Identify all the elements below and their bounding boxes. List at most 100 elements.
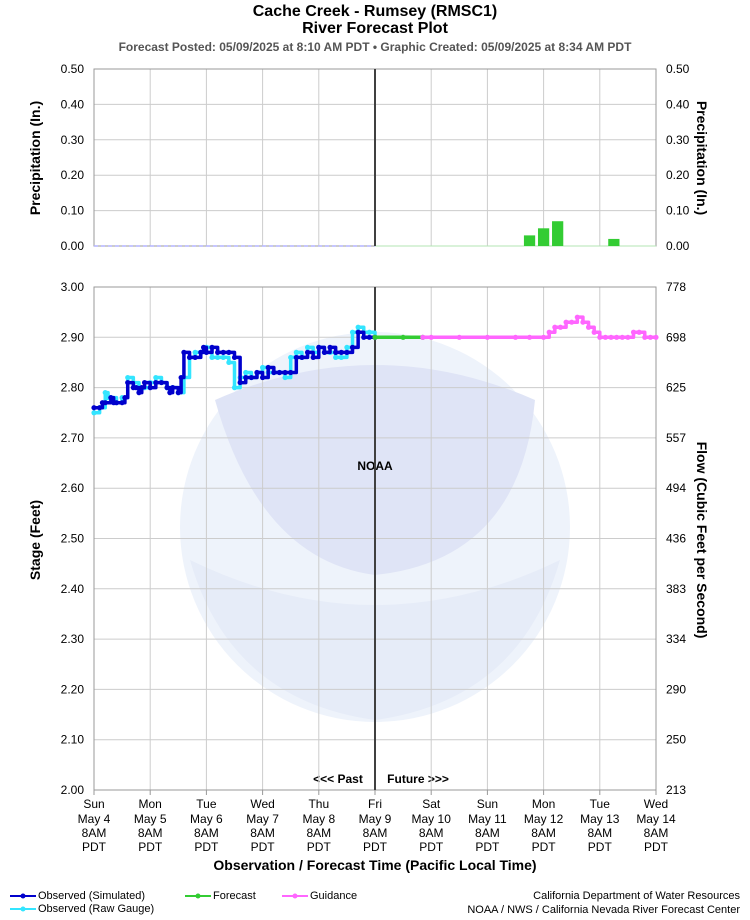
- xtick-day: Mon: [532, 797, 555, 811]
- flow-ytick-right: 334: [666, 632, 686, 646]
- xtick-time: 8AM: [82, 826, 107, 840]
- legend-raw-swatch: [10, 906, 36, 912]
- xtick-date: May 10: [412, 812, 452, 826]
- xtick-time: 8AM: [475, 826, 500, 840]
- series-point: [192, 349, 198, 355]
- series-point: [102, 400, 108, 406]
- series-point: [338, 354, 344, 361]
- x-axis-label: Observation / Forecast Time (Pacific Loc…: [213, 857, 536, 873]
- series-point: [220, 349, 226, 355]
- series-point: [420, 334, 426, 340]
- stage-ytick-left: 2.50: [61, 532, 85, 546]
- series-point: [203, 349, 209, 355]
- series-point: [209, 344, 215, 350]
- flow-ytick-right: 383: [666, 582, 686, 596]
- series-point: [231, 385, 238, 391]
- precip-bar: [523, 235, 536, 246]
- xtick-date: May 4: [78, 812, 111, 826]
- series-point: [260, 374, 266, 381]
- stage-ytick-left: 2.00: [61, 783, 85, 797]
- series-point: [125, 379, 131, 386]
- stage-ytick-left: 2.10: [61, 733, 85, 747]
- series-point: [647, 334, 653, 340]
- series-point: [260, 364, 266, 371]
- legend-simulated-label: Observed (Simulated): [38, 890, 145, 902]
- series-point: [304, 349, 311, 355]
- precip-ylabel-left: Precipitation (In.): [27, 101, 43, 215]
- legend-raw-gauge: Observed (Raw Gauge): [10, 903, 154, 915]
- series-point: [400, 334, 406, 340]
- xtick-tz: PDT: [532, 840, 557, 854]
- series-point: [265, 364, 271, 371]
- xtick-date: May 6: [190, 812, 223, 826]
- series-point: [512, 334, 519, 340]
- series-point: [310, 354, 316, 361]
- series-point: [372, 334, 378, 340]
- xtick-tz: PDT: [307, 840, 332, 854]
- series-point: [209, 354, 215, 361]
- series-point: [91, 410, 97, 416]
- flow-ytick-right: 698: [666, 330, 686, 344]
- series-point: [153, 374, 159, 381]
- series-point: [456, 334, 462, 340]
- chart-title: Cache Creek - Rumsey (RMSC1): [252, 3, 498, 20]
- series-point: [220, 354, 226, 361]
- series-point: [108, 395, 114, 401]
- stage-ytick-left: 2.80: [61, 381, 85, 395]
- precip-ylabel-right: Precipitation (In.): [694, 101, 710, 215]
- series-point: [175, 390, 181, 396]
- series-point: [552, 324, 558, 330]
- series-point: [541, 334, 547, 340]
- xtick-time: 8AM: [138, 826, 163, 840]
- flow-ytick-right: 494: [666, 481, 686, 495]
- legend-guidance-label: Guidance: [310, 890, 358, 902]
- flow-ytick-right: 250: [666, 733, 686, 747]
- legend-guidance-swatch: [282, 893, 308, 899]
- flow-ytick-right: 213: [666, 783, 686, 797]
- series-point: [288, 354, 294, 361]
- stage-ylabel-left: Stage (Feet): [27, 500, 43, 580]
- series-point: [293, 349, 299, 355]
- series-point: [361, 334, 367, 340]
- series-point: [608, 334, 614, 340]
- series-point: [614, 334, 620, 340]
- precip-ytick-right: 0.50: [666, 62, 690, 76]
- series-point: [139, 385, 145, 391]
- series-point: [557, 324, 564, 330]
- xtick-day: Sat: [422, 797, 441, 811]
- series-point: [271, 369, 277, 376]
- series-point: [97, 405, 103, 411]
- xtick-day: Tue: [590, 797, 611, 811]
- xtick-time: 8AM: [587, 826, 612, 840]
- series-point: [178, 374, 184, 381]
- series-point: [226, 349, 232, 355]
- series-point: [625, 334, 631, 340]
- stage-ytick-left: 3.00: [61, 280, 85, 294]
- series-point: [327, 344, 333, 350]
- series-point: [231, 354, 238, 361]
- precip-ytick-right: 0.30: [666, 133, 690, 147]
- precip-ytick-left: 0.50: [61, 62, 85, 76]
- series-point: [349, 344, 356, 350]
- flow-ytick-right: 778: [666, 280, 686, 294]
- series-point: [254, 369, 260, 376]
- xtick-date: May 12: [524, 812, 564, 826]
- legend-forecast-label: Forecast: [213, 890, 256, 902]
- agency-line-1: California Department of Water Resources: [533, 890, 740, 902]
- series-point: [226, 359, 232, 366]
- legend-guidance: Guidance: [282, 890, 357, 902]
- xtick-day: Mon: [139, 797, 162, 811]
- flow-ylabel-right: Flow (Cubic Feet per Second): [694, 442, 710, 639]
- xtick-time: 8AM: [363, 826, 388, 840]
- precip-bar: [552, 221, 564, 246]
- stage-ytick-left: 2.60: [61, 481, 85, 495]
- series-point: [366, 329, 372, 335]
- series-point: [243, 369, 249, 376]
- series-point: [299, 354, 305, 361]
- xtick-tz: PDT: [194, 840, 219, 854]
- past-label: <<< Past: [313, 772, 363, 786]
- xtick-time: 8AM: [250, 826, 275, 840]
- series-point: [316, 344, 322, 350]
- xtick-tz: PDT: [251, 840, 276, 854]
- series-point: [484, 334, 490, 340]
